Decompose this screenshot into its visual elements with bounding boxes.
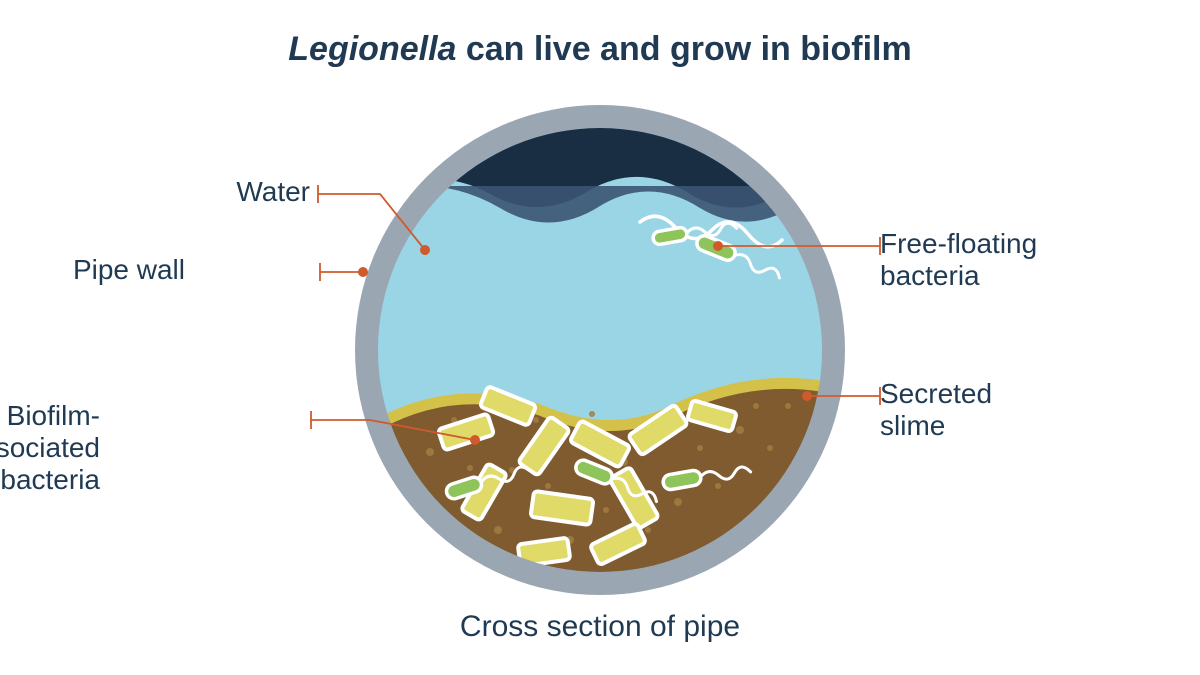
label-secreted-slime: Secreted slime bbox=[880, 378, 1180, 442]
title-italic: Legionella bbox=[288, 30, 456, 68]
label-biofilm-bacteria: Biofilm- associated bacteria bbox=[0, 400, 100, 497]
title-rest: can live and grow in biofilm bbox=[456, 30, 911, 68]
label-water: Water bbox=[130, 176, 310, 208]
diagram-caption: Cross section of pipe bbox=[0, 610, 1200, 644]
label-free-floating-bacteria: Free-floating bacteria bbox=[880, 228, 1180, 292]
diagram-title: Legionella can live and grow in biofilm bbox=[0, 30, 1200, 69]
label-pipe-wall: Pipe wall bbox=[0, 254, 185, 286]
pipe-cross-section-diagram bbox=[0, 0, 1200, 675]
